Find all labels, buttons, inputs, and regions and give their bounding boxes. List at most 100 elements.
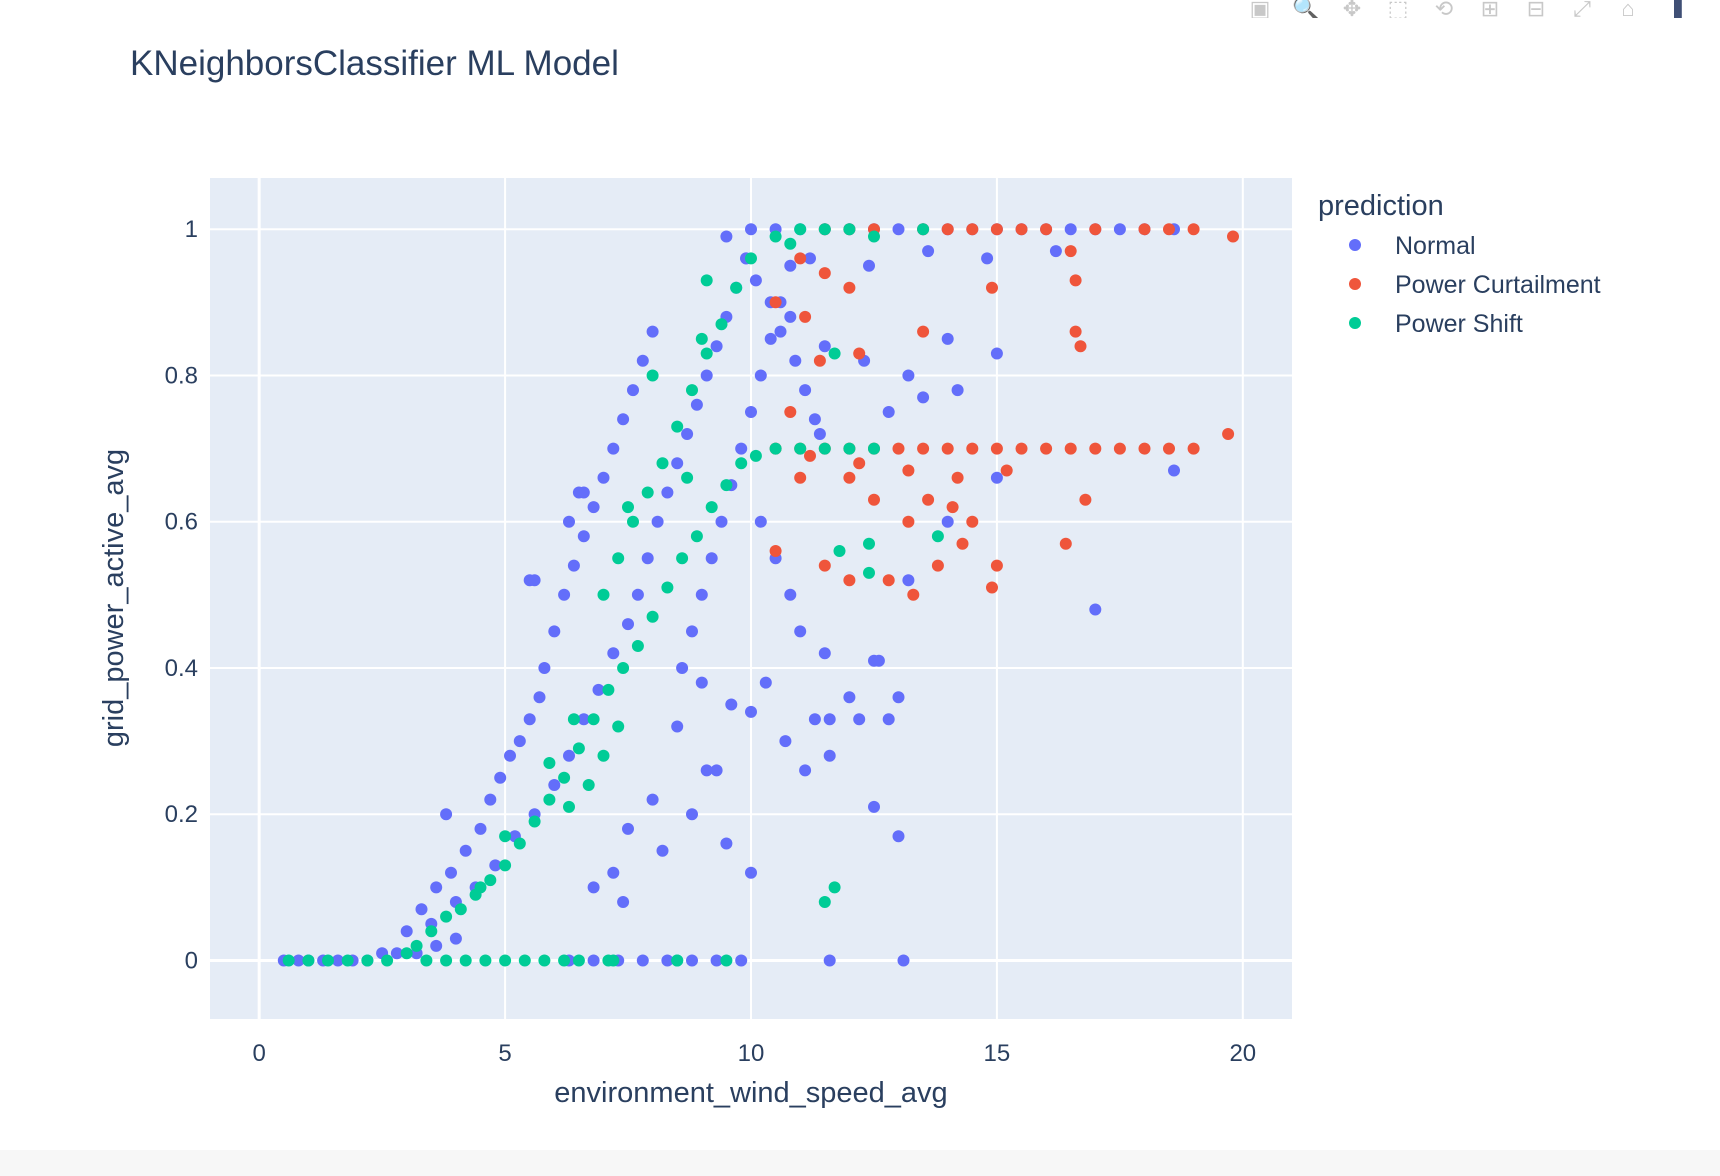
- data-point-normal[interactable]: [710, 340, 723, 353]
- data-point-power-shift[interactable]: [868, 442, 880, 455]
- data-point-power-shift[interactable]: [622, 501, 634, 514]
- data-point-power-shift[interactable]: [440, 910, 453, 923]
- data-point-normal[interactable]: [720, 837, 733, 850]
- data-point-normal[interactable]: [804, 252, 816, 265]
- data-point-power-shift[interactable]: [597, 749, 610, 762]
- data-point-power-shift[interactable]: [735, 457, 748, 470]
- data-point-power-curtailment[interactable]: [1222, 428, 1235, 440]
- data-point-normal[interactable]: [818, 647, 831, 660]
- data-point-power-shift[interactable]: [572, 954, 585, 967]
- data-point-power-curtailment[interactable]: [922, 493, 935, 506]
- data-point-normal[interactable]: [577, 486, 590, 499]
- data-point-normal[interactable]: [941, 332, 954, 345]
- data-point-normal[interactable]: [882, 406, 895, 418]
- data-point-normal[interactable]: [558, 588, 571, 601]
- data-point-power-shift[interactable]: [479, 954, 492, 967]
- data-point-normal[interactable]: [690, 398, 703, 411]
- data-point-normal[interactable]: [725, 698, 738, 711]
- data-point-power-shift[interactable]: [474, 881, 487, 894]
- data-point-normal[interactable]: [523, 713, 536, 726]
- data-point-power-shift[interactable]: [705, 501, 718, 514]
- data-point-power-shift[interactable]: [459, 954, 472, 967]
- data-point-normal[interactable]: [686, 954, 698, 967]
- data-point-power-curtailment[interactable]: [818, 267, 831, 280]
- data-point-normal[interactable]: [563, 749, 575, 762]
- data-point-power-curtailment[interactable]: [1015, 223, 1028, 236]
- data-point-power-shift[interactable]: [518, 954, 531, 967]
- data-point-normal[interactable]: [745, 705, 757, 718]
- data-point-power-curtailment[interactable]: [769, 296, 782, 309]
- data-point-power-curtailment[interactable]: [794, 471, 807, 484]
- data-point-power-curtailment[interactable]: [1074, 340, 1087, 353]
- data-point-normal[interactable]: [548, 625, 561, 638]
- data-point-power-shift[interactable]: [612, 552, 625, 565]
- data-point-power-curtailment[interactable]: [931, 559, 944, 572]
- data-point-power-shift[interactable]: [917, 223, 930, 236]
- data-point-power-shift[interactable]: [931, 530, 944, 543]
- data-point-normal[interactable]: [587, 954, 600, 967]
- data-point-power-shift[interactable]: [597, 588, 610, 601]
- data-point-power-curtailment[interactable]: [1089, 442, 1102, 455]
- data-point-power-shift[interactable]: [671, 954, 684, 967]
- data-point-normal[interactable]: [813, 428, 826, 440]
- data-point-normal[interactable]: [528, 574, 541, 587]
- data-point-normal[interactable]: [400, 925, 413, 938]
- data-point-power-shift[interactable]: [730, 281, 743, 294]
- data-point-power-shift[interactable]: [646, 369, 659, 382]
- data-point-normal[interactable]: [764, 332, 777, 345]
- zoom-out-icon[interactable]: ⊟: [1526, 0, 1546, 18]
- data-point-power-curtailment[interactable]: [966, 515, 979, 528]
- data-point-power-curtailment[interactable]: [799, 310, 812, 323]
- data-point-normal[interactable]: [863, 259, 875, 272]
- data-point-power-shift[interactable]: [454, 903, 467, 916]
- data-point-normal[interactable]: [902, 574, 915, 587]
- data-point-power-curtailment[interactable]: [882, 574, 895, 587]
- data-point-power-curtailment[interactable]: [1089, 223, 1102, 236]
- data-point-power-curtailment[interactable]: [941, 223, 954, 236]
- data-point-normal[interactable]: [720, 230, 733, 243]
- data-point-normal[interactable]: [735, 442, 748, 455]
- data-point-power-curtailment[interactable]: [843, 281, 856, 294]
- data-point-power-curtailment[interactable]: [941, 442, 954, 455]
- data-point-normal[interactable]: [587, 881, 600, 894]
- data-point-normal[interactable]: [808, 413, 821, 426]
- data-point-power-shift[interactable]: [543, 793, 556, 806]
- data-point-power-shift[interactable]: [302, 954, 315, 967]
- data-point-power-shift[interactable]: [695, 332, 708, 345]
- data-point-power-curtailment[interactable]: [818, 559, 831, 572]
- data-point-normal[interactable]: [548, 779, 561, 791]
- autoscale-icon[interactable]: ⤢: [1573, 0, 1591, 18]
- data-point-normal[interactable]: [577, 713, 590, 726]
- data-point-power-shift[interactable]: [400, 947, 413, 960]
- data-point-normal[interactable]: [754, 369, 767, 382]
- data-point-normal[interactable]: [390, 947, 403, 960]
- data-point-normal[interactable]: [799, 384, 812, 397]
- data-point-power-shift[interactable]: [690, 530, 703, 543]
- data-point-normal[interactable]: [592, 683, 605, 696]
- data-point-normal[interactable]: [774, 325, 787, 338]
- data-point-normal[interactable]: [513, 735, 526, 748]
- data-point-normal[interactable]: [445, 866, 457, 879]
- data-point-power-shift[interactable]: [686, 384, 698, 397]
- data-point-power-curtailment[interactable]: [917, 325, 930, 338]
- data-point-power-shift[interactable]: [843, 442, 856, 455]
- data-point-power-curtailment[interactable]: [1163, 223, 1175, 236]
- data-point-power-curtailment[interactable]: [1069, 274, 1082, 287]
- data-point-normal[interactable]: [646, 793, 659, 806]
- data-point-normal[interactable]: [902, 369, 915, 382]
- data-point-power-shift[interactable]: [617, 662, 630, 674]
- data-point-power-shift[interactable]: [720, 954, 733, 967]
- data-point-normal[interactable]: [784, 588, 797, 601]
- data-point-normal[interactable]: [784, 310, 797, 323]
- data-point-power-curtailment[interactable]: [1040, 223, 1053, 236]
- data-point-power-curtailment[interactable]: [1138, 442, 1151, 455]
- data-point-power-shift[interactable]: [784, 237, 797, 250]
- data-point-normal[interactable]: [641, 552, 654, 565]
- data-point-power-curtailment[interactable]: [951, 471, 964, 484]
- data-point-power-shift[interactable]: [794, 223, 807, 236]
- data-point-normal[interactable]: [636, 354, 649, 367]
- data-point-power-curtailment[interactable]: [1040, 442, 1053, 455]
- data-point-normal[interactable]: [567, 559, 580, 572]
- data-point-power-curtailment[interactable]: [1187, 442, 1200, 455]
- data-point-power-shift[interactable]: [828, 347, 841, 360]
